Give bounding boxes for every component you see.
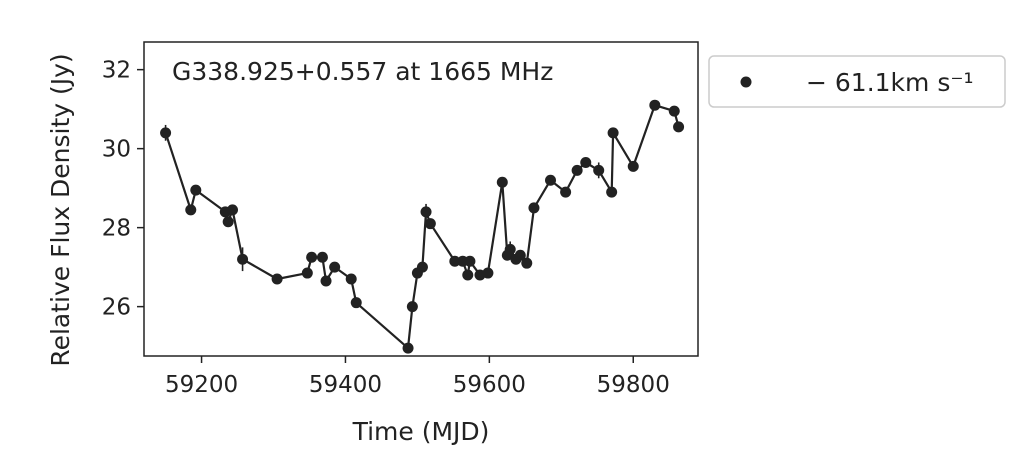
x-tick-label: 59600 <box>453 372 526 398</box>
data-point <box>482 267 494 279</box>
data-point <box>222 216 234 228</box>
data-point <box>496 176 508 188</box>
plot-frame <box>143 41 699 357</box>
data-point <box>464 255 476 267</box>
y-tick-label: 26 <box>102 295 131 321</box>
data-point <box>627 160 639 172</box>
data-point <box>301 267 313 279</box>
legend-label-series-1: − 61.1km s⁻¹ <box>806 68 974 97</box>
data-point <box>649 99 661 111</box>
data-point <box>528 202 540 214</box>
data-point <box>607 127 619 139</box>
legend-marker <box>740 76 752 88</box>
y-tick-label: 28 <box>102 216 131 242</box>
plot-area <box>160 99 685 354</box>
data-point <box>424 218 436 230</box>
axes: 59200 59400 59600 59800 26 28 30 32 <box>102 41 699 398</box>
x-axis-label: Time (MJD) <box>352 417 490 446</box>
data-point <box>593 164 605 176</box>
x-tick-label: 59800 <box>597 372 670 398</box>
data-point <box>560 186 572 198</box>
data-point <box>226 204 238 216</box>
legend-frame <box>708 55 1006 108</box>
data-point <box>420 206 432 218</box>
data-point <box>185 204 197 216</box>
x-tick-label: 59200 <box>165 372 238 398</box>
data-point <box>606 186 618 198</box>
data-point <box>406 301 418 313</box>
y-axis-label: Relative Flux Density (Jy) <box>46 53 75 366</box>
data-point <box>504 243 516 255</box>
data-point <box>190 184 202 196</box>
data-point <box>571 164 583 176</box>
data-point <box>514 249 526 261</box>
data-point <box>237 253 249 265</box>
data-point <box>673 121 685 133</box>
data-point <box>271 273 283 285</box>
data-point <box>350 297 362 309</box>
legend: − 61.1km s⁻¹ <box>708 55 1006 108</box>
data-point <box>402 342 414 354</box>
data-point <box>545 174 557 186</box>
y-tick-label: 32 <box>102 58 131 84</box>
data-point <box>462 269 474 281</box>
chart-title: G338.925+0.557 at 1665 MHz <box>172 57 553 86</box>
data-point <box>668 105 680 117</box>
data-point <box>449 255 461 267</box>
data-point <box>316 251 328 263</box>
data-point <box>160 127 172 139</box>
data-point <box>306 251 318 263</box>
data-point <box>416 261 428 273</box>
data-point <box>521 257 533 269</box>
y-tick-label: 30 <box>102 137 131 163</box>
data-point <box>345 273 357 285</box>
data-point <box>580 156 592 168</box>
data-point <box>320 275 332 287</box>
data-point <box>329 261 341 273</box>
x-tick-label: 59400 <box>309 372 382 398</box>
